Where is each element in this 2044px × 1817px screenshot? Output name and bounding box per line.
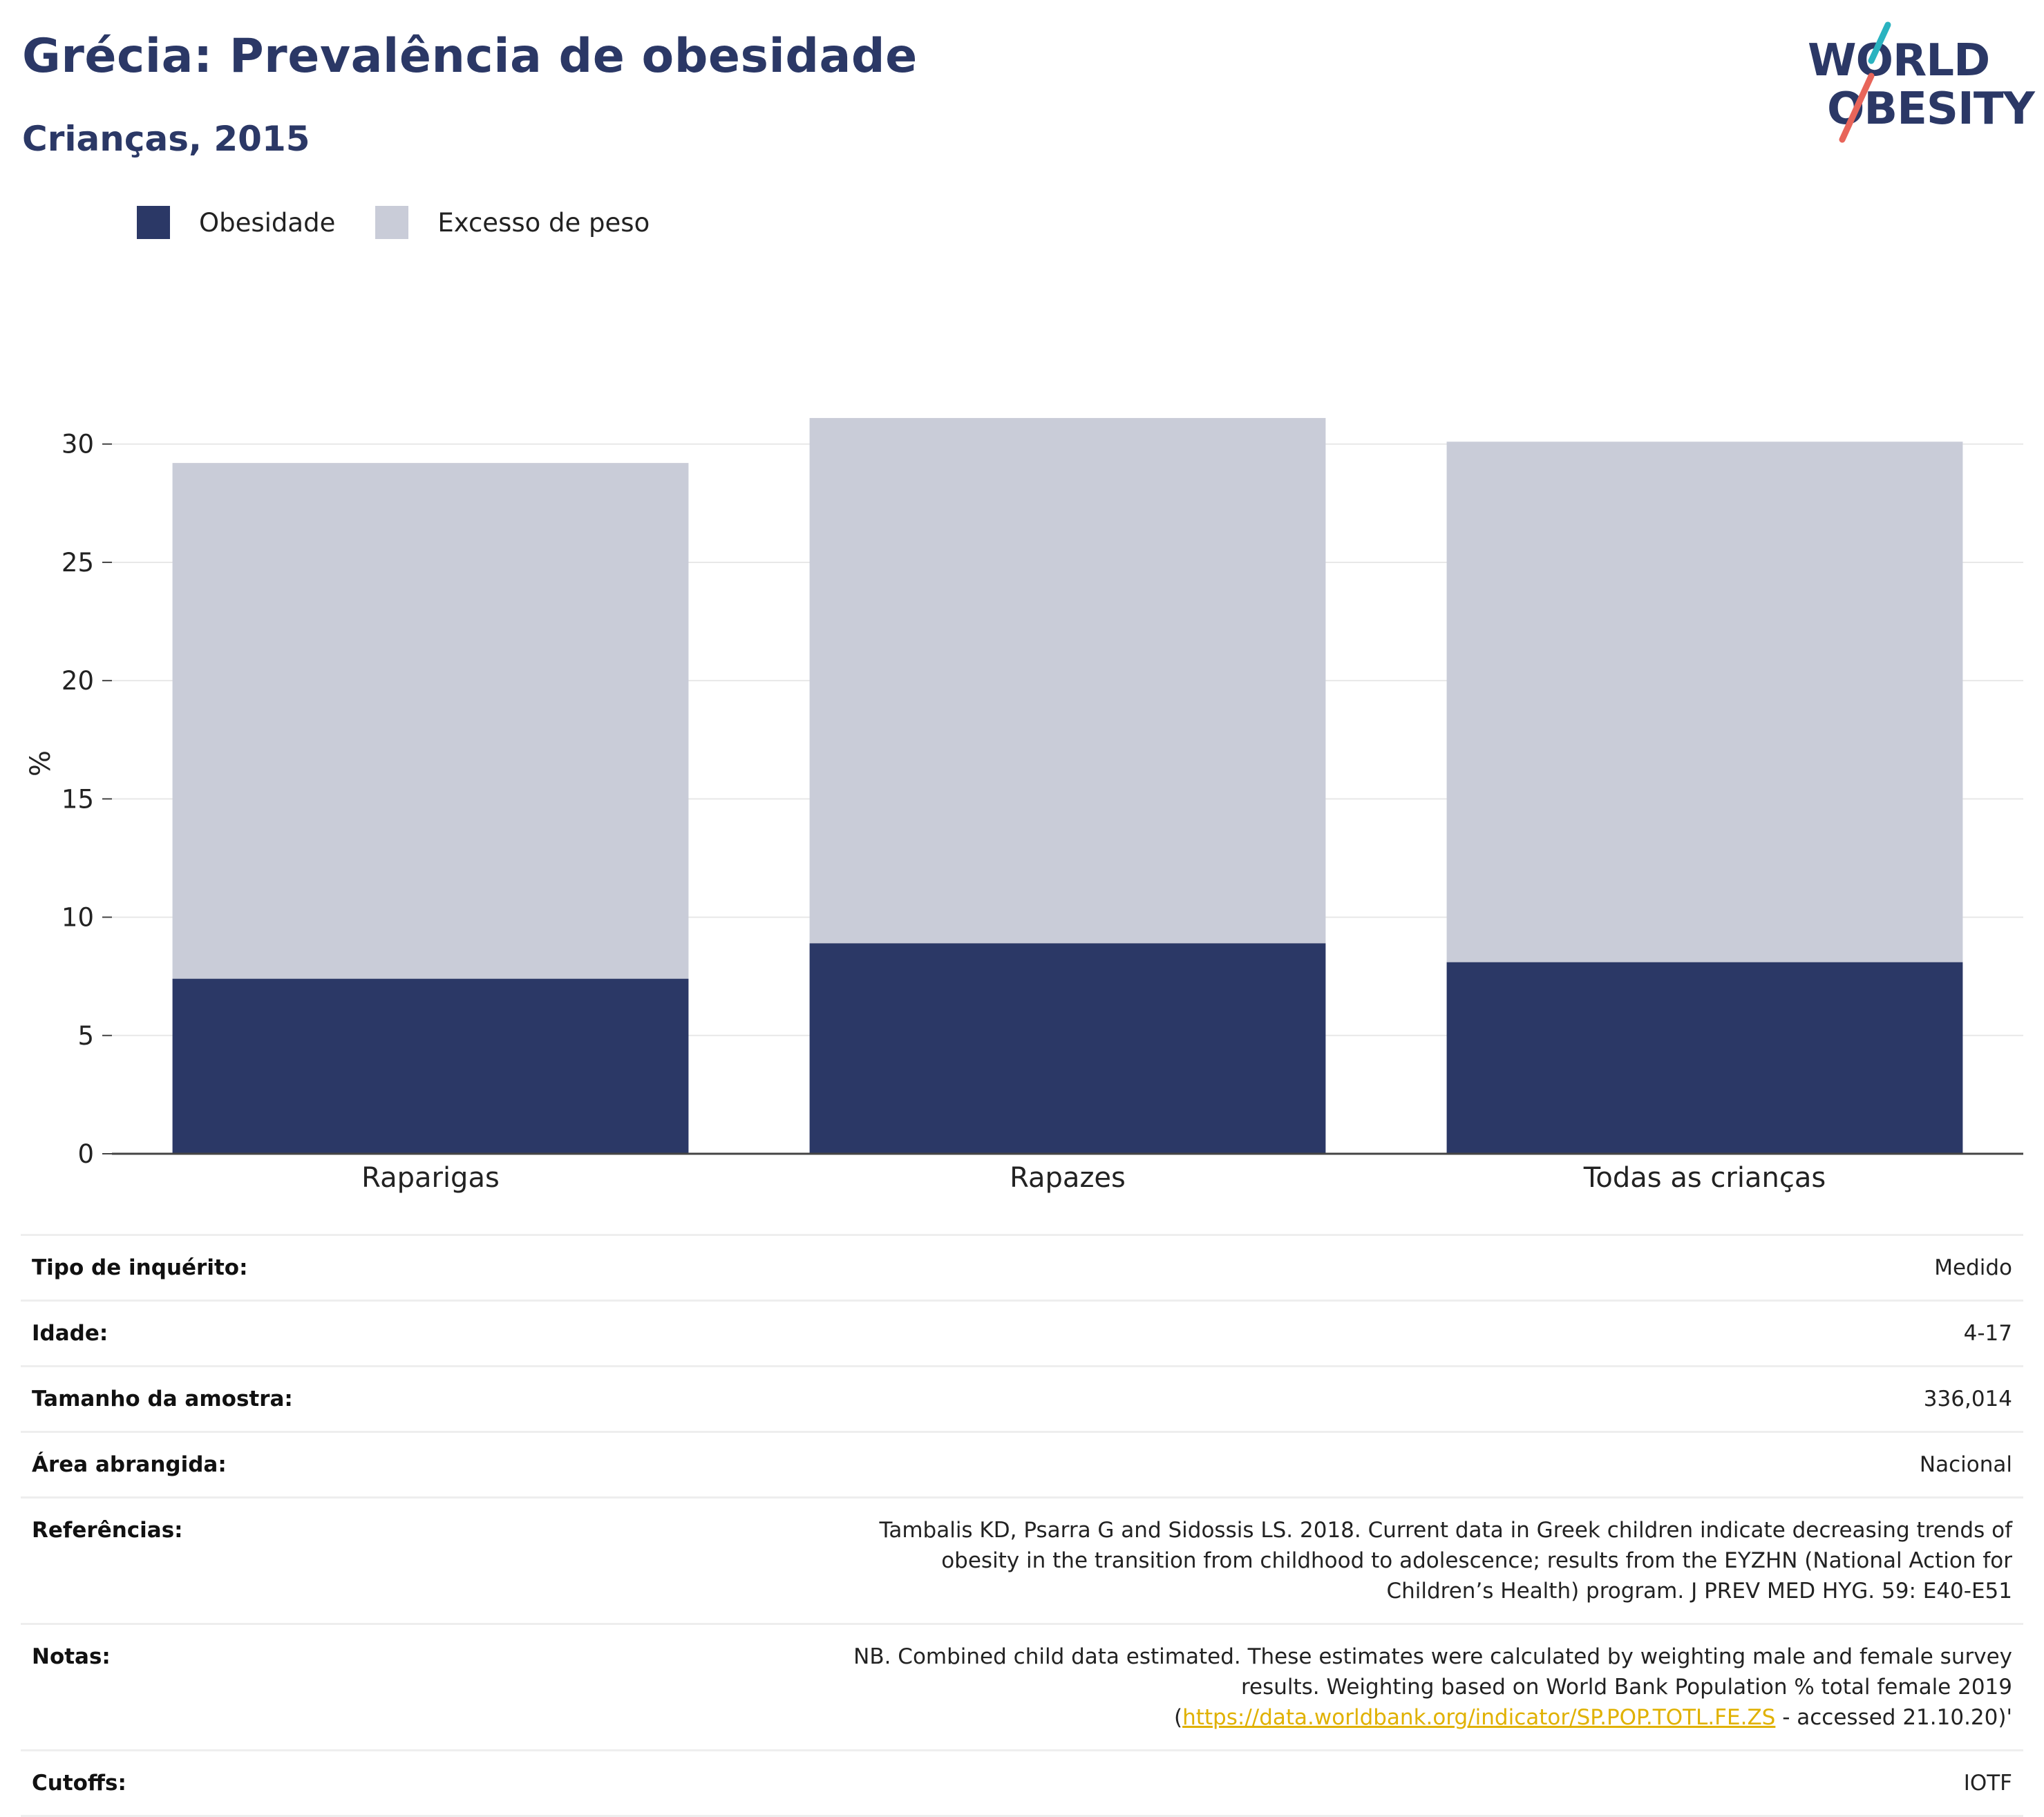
bar-overweight (809, 418, 1326, 944)
x-tick-label: Raparigas (361, 1162, 500, 1194)
info-value: Nacional (1919, 1452, 2012, 1477)
info-row-survey-type: Tipo de inquérito: Medido (21, 1235, 2023, 1301)
y-tick-label: 15 (61, 784, 94, 814)
y-tick-label: 25 (61, 548, 94, 578)
y-tick-label: 0 (77, 1139, 94, 1169)
info-value: Tambalis KD, Psarra G and Sidossis LS. 2… (879, 1518, 2012, 1604)
bar-obesity (1446, 962, 1963, 1154)
bar-obesity (809, 943, 1326, 1154)
y-tick-label: 30 (61, 430, 94, 459)
legend-item-overweight: Excesso de peso (375, 206, 650, 239)
info-row-notes: Notas: NB. Combined child data estimated… (21, 1624, 2023, 1751)
info-key: Cutoffs: (32, 1771, 126, 1796)
survey-info-table: Tipo de inquérito: Medido Idade: 4-17 Ta… (21, 1234, 2023, 1817)
bar-overweight (172, 463, 689, 979)
notes-text-before: NB. Combined child data estimated. These… (853, 1644, 2012, 1730)
notes-text-after: - accessed 21.10.20)' (1775, 1705, 2012, 1730)
logo-slash-icon (1839, 21, 1891, 143)
info-row-sample-size: Tamanho da amostra: 336,014 (21, 1366, 2023, 1432)
info-key: Referências: (32, 1518, 183, 1543)
info-value: 4-17 (1963, 1321, 2012, 1346)
info-value: Medido (1934, 1255, 2012, 1280)
world-obesity-logo: WORLD OBESITY (1797, 21, 2035, 145)
bar-overweight (1446, 441, 1963, 962)
legend-item-obesity: Obesidade (137, 206, 335, 239)
chart-legend: Obesidade Excesso de peso (137, 206, 690, 239)
y-tick-label: 10 (61, 903, 94, 933)
x-tick-label: Todas as crianças (1583, 1162, 1826, 1194)
y-axis-label: % (25, 750, 57, 777)
info-key: Idade: (32, 1321, 108, 1346)
info-key: Tamanho da amostra: (32, 1387, 293, 1411)
legend-swatch-overweight (375, 206, 409, 239)
legend-label-overweight: Excesso de peso (437, 207, 650, 238)
info-row-area: Área abrangida: Nacional (21, 1431, 2023, 1498)
page-title: Grécia: Prevalência de obesidade (22, 29, 918, 84)
info-value: 336,014 (1923, 1387, 2012, 1411)
info-row-age: Idade: 4-17 (21, 1300, 2023, 1367)
info-row-references: Referências: Tambalis KD, Psarra G and S… (21, 1497, 2023, 1624)
info-key: Área abrangida: (32, 1452, 227, 1477)
logo-word-world: WORLD (1808, 35, 1990, 86)
legend-swatch-obesity (137, 206, 170, 239)
y-tick-label: 5 (77, 1021, 94, 1051)
info-value-notes: NB. Combined child data estimated. These… (304, 1624, 2023, 1751)
bar-obesity (172, 978, 689, 1154)
y-tick-label: 20 (61, 666, 94, 696)
x-tick-label: Rapazes (1010, 1162, 1126, 1194)
stacked-bar-chart: 0 5 10 15 20 25 30% Raparigas Rapazes Todas as cr… (25, 418, 2023, 1194)
info-row-cutoffs: Cutoffs: IOTF (21, 1750, 2023, 1816)
worldbank-link[interactable]: https://data.worldbank.org/indicator/SP.… (1182, 1705, 1776, 1730)
legend-label-obesity: Obesidade (199, 207, 336, 238)
info-value: IOTF (1963, 1771, 2012, 1796)
info-key: Notas: (32, 1644, 111, 1669)
info-key: Tipo de inquérito: (32, 1255, 248, 1280)
page-subtitle: Crianças, 2015 (22, 119, 310, 159)
